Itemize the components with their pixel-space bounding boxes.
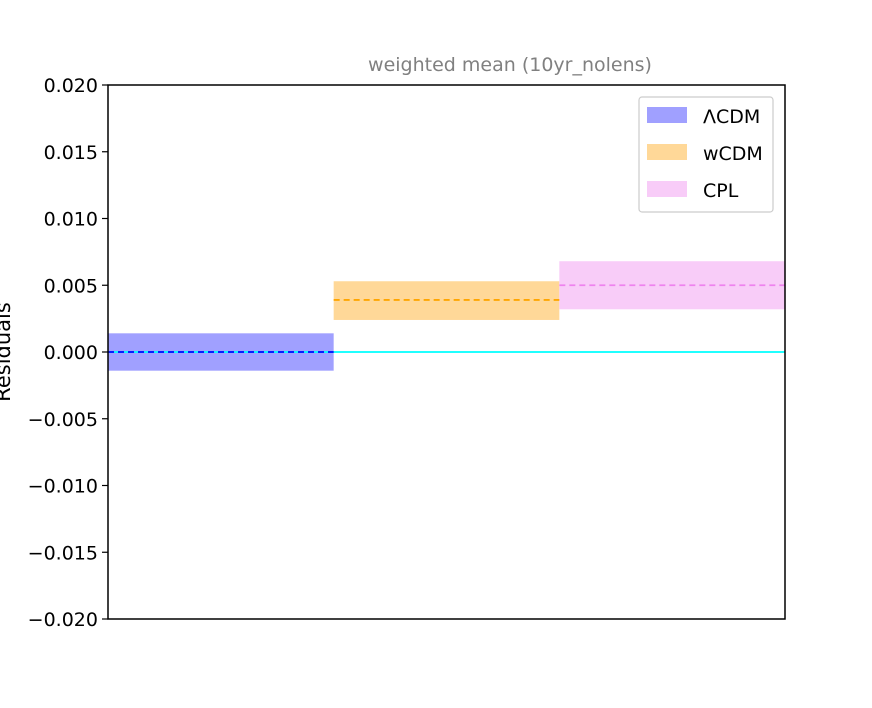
y-tick-label: 0.005 (44, 275, 98, 297)
legend-label-2: CPL (703, 180, 739, 202)
y-tick-label: 0.010 (44, 209, 98, 231)
y-axis: 0.020 0.015 0.010 0.005 0.000 −0.005 −0.010 −0.… (28, 75, 108, 631)
y-tick-label: −0.010 (28, 476, 98, 498)
chart-title: weighted mean (10yr_nolens) (368, 54, 652, 76)
mean-lines (108, 284, 785, 353)
legend-label-0: ΛCDM (703, 106, 760, 128)
y-tick-label: −0.020 (28, 609, 98, 631)
y-tick-label: 0.000 (44, 342, 98, 364)
y-tick-label: −0.005 (28, 409, 98, 431)
y-axis-label: Residuals (0, 302, 15, 402)
y-tick-label: 0.020 (44, 75, 98, 97)
legend-swatch-2 (647, 181, 687, 197)
legend-label-1: wCDM (703, 143, 763, 165)
legend-swatch-0 (647, 107, 687, 123)
y-tick-label: −0.015 (28, 542, 98, 564)
bands (108, 261, 785, 371)
legend: ΛCDM wCDM CPL (638, 96, 774, 213)
y-tick-label: 0.015 (44, 142, 98, 164)
legend-swatch-1 (647, 144, 687, 160)
